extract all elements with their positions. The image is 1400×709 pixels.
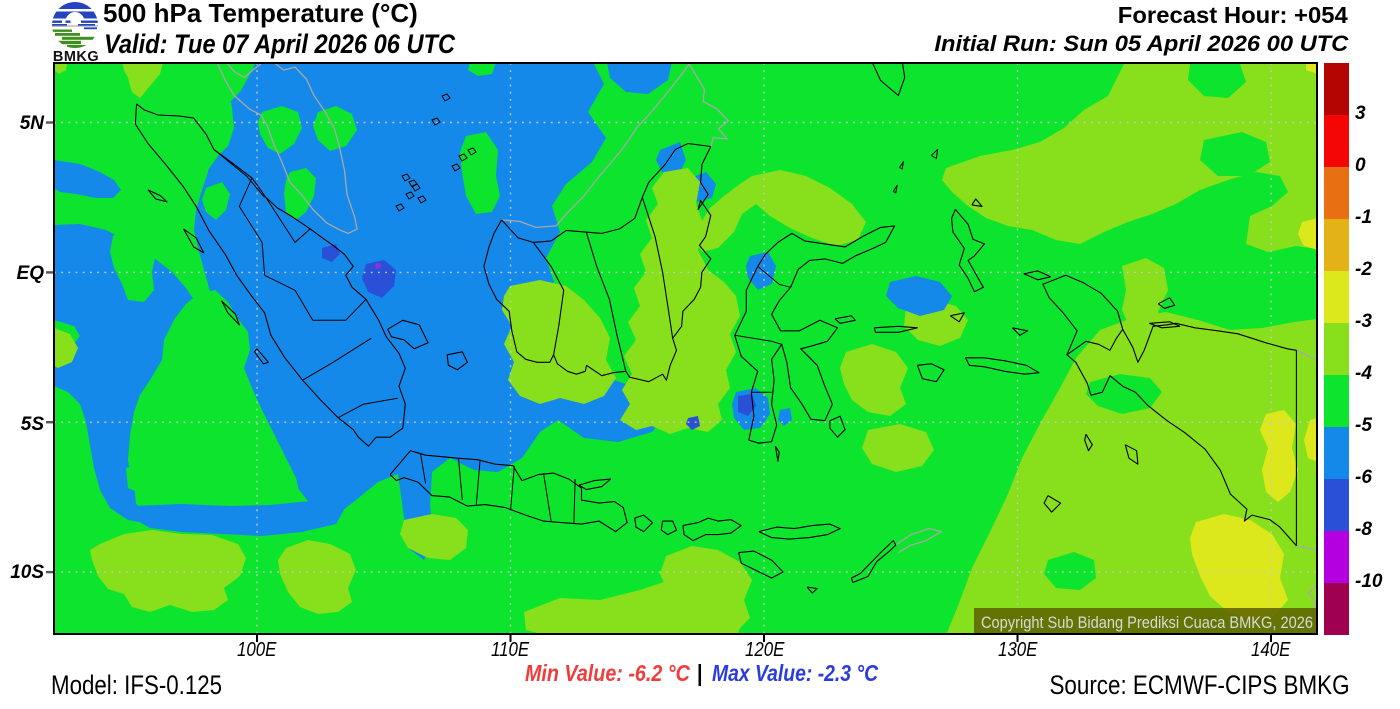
svg-text:BMKG: BMKG: [53, 49, 99, 64]
svg-text:Copyright Sub Bidang Prediksi: Copyright Sub Bidang Prediksi Cuaca BMKG…: [981, 613, 1313, 632]
